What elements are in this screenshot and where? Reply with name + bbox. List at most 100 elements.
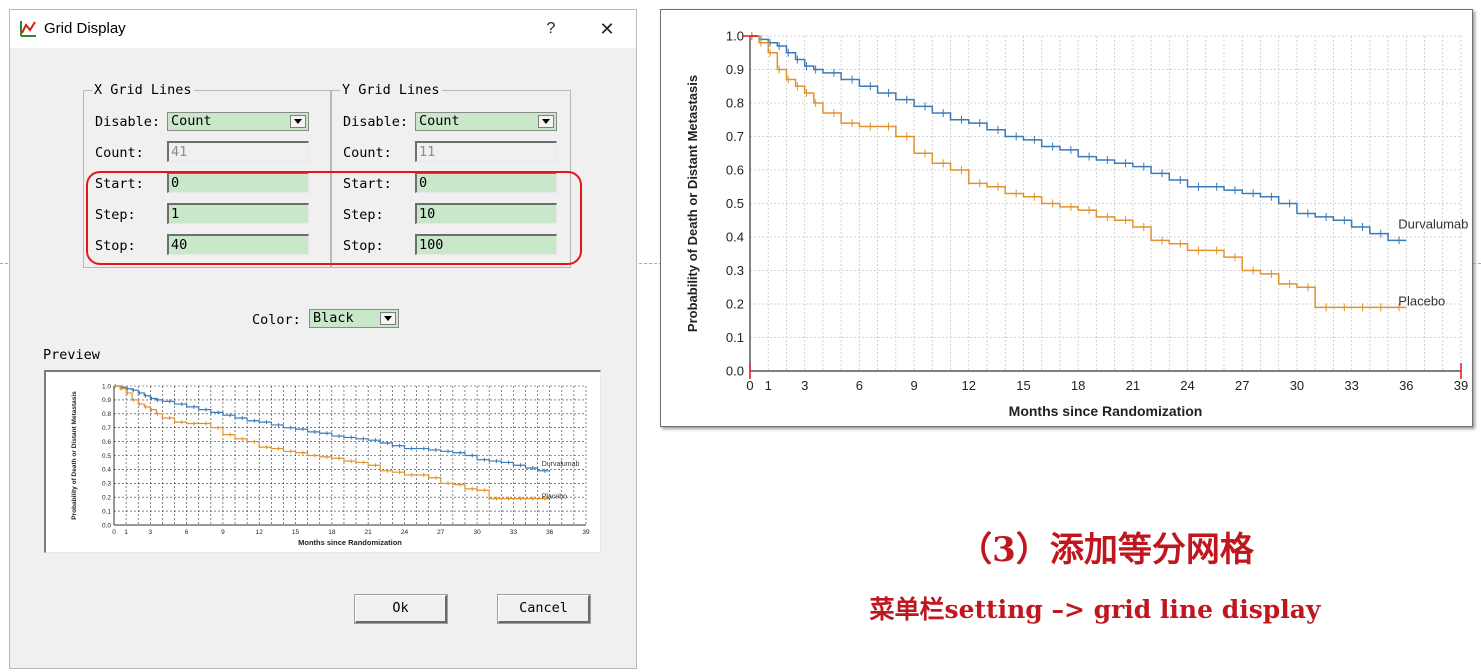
x-tick-label: 21 xyxy=(365,529,373,536)
x-tick-label: 36 xyxy=(1399,378,1413,393)
y-tick-label: 0.5 xyxy=(102,453,111,460)
color-label: Color: xyxy=(252,312,301,328)
x-tick-label: 24 xyxy=(401,529,409,536)
y-stop-field[interactable]: 100 xyxy=(415,234,557,255)
y-tick-label: 0.8 xyxy=(726,96,744,111)
y-disable-label: Disable: xyxy=(343,114,409,130)
x-tick-label: 24 xyxy=(1180,378,1194,393)
y-start-label: Start: xyxy=(343,176,392,192)
x-tick-label: 21 xyxy=(1126,378,1140,393)
x-tick-label: 36 xyxy=(546,529,554,536)
x-tick-label: 0 xyxy=(746,378,753,393)
x-start-label: Start: xyxy=(95,176,144,192)
y-tick-label: 0.8 xyxy=(102,411,111,418)
x-tick-label: 15 xyxy=(1016,378,1030,393)
grid-display-dialog: Grid Display ? ✕ X Grid Lines Disable: C… xyxy=(9,9,637,669)
x-axis-title: Months since Randomization xyxy=(1009,403,1203,419)
x-stop-field[interactable]: 40 xyxy=(167,234,309,255)
x-tick-label: 30 xyxy=(1290,378,1304,393)
x-tick-label: 39 xyxy=(582,529,590,536)
series-line-durvalumab xyxy=(114,385,550,472)
y-step-field[interactable]: 10 xyxy=(415,203,557,224)
preview-label: Preview xyxy=(43,347,100,363)
series-label-durvalumab: Durvalumab xyxy=(542,461,580,468)
preview-chart: 0 1 3 6 9 12 15 18 21 24 27 30 33 36 390.00.10.20.30.4… xyxy=(71,383,590,547)
caption-subtitle: 菜单栏setting –> grid line display xyxy=(869,595,1321,624)
highlight-frame xyxy=(86,171,582,265)
x-step-field[interactable]: 1 xyxy=(167,203,309,224)
y-step-label: Step: xyxy=(343,207,384,223)
y-tick-label: 0.7 xyxy=(726,129,744,144)
color-select[interactable]: Black xyxy=(309,309,399,328)
y-tick-label: 1.0 xyxy=(726,29,744,44)
x-count-field: 41 xyxy=(167,141,309,162)
x-disable-value: Count xyxy=(171,113,212,129)
y-start-field[interactable]: 0 xyxy=(415,172,557,193)
y-tick-label: 0.9 xyxy=(102,397,111,404)
y-tick-label: 0.1 xyxy=(102,508,111,515)
x-disable-label: Disable: xyxy=(95,114,161,130)
help-button[interactable]: ? xyxy=(546,20,556,37)
x-tick-label: 30 xyxy=(473,529,481,536)
cancel-button[interactable]: Cancel xyxy=(498,595,590,623)
y-disable-value: Count xyxy=(419,113,460,129)
x-tick-label: 6 xyxy=(185,529,189,536)
x-tick-label: 15 xyxy=(292,529,300,536)
x-tick-label: 27 xyxy=(437,529,445,536)
x-count-label: Count: xyxy=(95,145,144,161)
y-count-field: 11 xyxy=(415,141,557,162)
x-grid-group-title: X Grid Lines xyxy=(92,82,194,98)
x-tick-label: 9 xyxy=(910,378,917,393)
chart-screenshot-panel: 0 1 3 6 9 12 15 18 21 24 27 30 33 36 39 0.0 0.1 0.2 0.3 0.4… xyxy=(660,9,1473,427)
y-grid-lines-group: Y Grid Lines Disable: Count Count: 11 St… xyxy=(331,82,571,268)
caption-title: （3）添加等分网格 xyxy=(958,530,1254,570)
y-tick-label: 0.2 xyxy=(726,297,744,312)
x-disable-select[interactable]: Count xyxy=(167,112,309,131)
y-disable-select[interactable]: Count xyxy=(415,112,557,131)
x-tick-label: 9 xyxy=(221,529,225,536)
x-stop-label: Stop: xyxy=(95,238,136,254)
y-tick-label: 0.5 xyxy=(726,196,744,211)
x-tick-label: 3 xyxy=(148,529,152,536)
close-button[interactable]: ✕ xyxy=(599,19,615,39)
x-tick-label: 3 xyxy=(801,378,808,393)
y-tick-label: 0.9 xyxy=(726,62,744,77)
x-tick-label: 18 xyxy=(1071,378,1085,393)
y-tick-label: 0.0 xyxy=(102,522,111,529)
x-tick-label: 0 xyxy=(112,529,116,536)
chevron-down-icon[interactable] xyxy=(290,115,306,128)
y-tick-label: 0.4 xyxy=(102,467,111,474)
series-label-placebo: Placebo xyxy=(1398,293,1445,308)
x-tick-label: 33 xyxy=(1344,378,1358,393)
y-tick-label: 0.7 xyxy=(102,425,111,432)
y-stop-label: Stop: xyxy=(343,238,384,254)
y-tick-label: 0.4 xyxy=(726,230,744,245)
y-tick-label: 0.3 xyxy=(102,481,111,488)
y-tick-label: 1.0 xyxy=(102,383,111,390)
main-chart: 0 1 3 6 9 12 15 18 21 24 27 30 33 36 390.00.10.20.30.4… xyxy=(685,29,1468,419)
x-tick-label: 33 xyxy=(510,529,518,536)
x-tick-label: 39 xyxy=(1454,378,1468,393)
y-tick-label: 0.0 xyxy=(726,364,744,379)
y-tick-label: 0.6 xyxy=(726,163,744,178)
color-value: Black xyxy=(313,310,354,326)
ok-button[interactable]: Ok xyxy=(355,595,447,623)
series-label-placebo: Placebo xyxy=(542,494,567,501)
chevron-down-icon[interactable] xyxy=(380,312,396,325)
x-tick-label: 18 xyxy=(328,529,336,536)
y-grid-group-title: Y Grid Lines xyxy=(340,82,442,98)
y-axis-title: Probability of Death or Distant Metastas… xyxy=(71,391,78,520)
x-grid-lines-group: X Grid Lines Disable: Count Count: 41 St… xyxy=(83,82,331,268)
x-tick-label: 1 xyxy=(765,378,772,393)
x-tick-label: 12 xyxy=(962,378,976,393)
window-title: Grid Display xyxy=(44,20,126,37)
x-axis-title: Months since Randomization xyxy=(298,538,402,547)
title-bar: Grid Display ? ✕ xyxy=(10,10,636,48)
chevron-down-icon[interactable] xyxy=(538,115,554,128)
preview-panel: 0 1 3 6 9 12 15 18 21 24 27 30 33 36 39 0.0 0.1 0.2 0.3 0.4… xyxy=(44,370,601,553)
x-start-field[interactable]: 0 xyxy=(167,172,309,193)
y-tick-label: 0.6 xyxy=(102,439,111,446)
x-tick-label: 12 xyxy=(256,529,264,536)
y-tick-label: 0.3 xyxy=(726,263,744,278)
series-line-durvalumab xyxy=(750,35,1407,242)
